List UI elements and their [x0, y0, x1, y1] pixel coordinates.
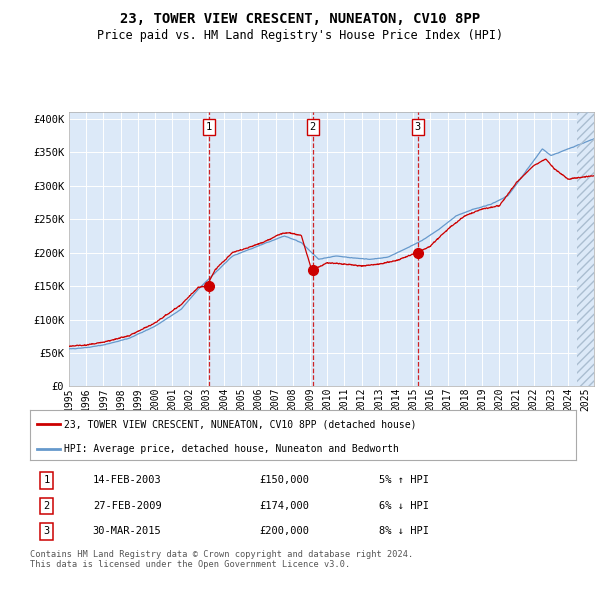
Text: 14-FEB-2003: 14-FEB-2003: [93, 476, 161, 486]
Text: 3: 3: [43, 526, 50, 536]
Text: 8% ↓ HPI: 8% ↓ HPI: [379, 526, 430, 536]
Text: Contains HM Land Registry data © Crown copyright and database right 2024.
This d: Contains HM Land Registry data © Crown c…: [30, 550, 413, 569]
Text: 2: 2: [43, 501, 50, 511]
Text: 1: 1: [206, 122, 212, 132]
Text: 23, TOWER VIEW CRESCENT, NUNEATON, CV10 8PP: 23, TOWER VIEW CRESCENT, NUNEATON, CV10 …: [120, 12, 480, 26]
Bar: [577, 112, 594, 386]
Text: 30-MAR-2015: 30-MAR-2015: [93, 526, 161, 536]
Text: 23, TOWER VIEW CRESCENT, NUNEATON, CV10 8PP (detached house): 23, TOWER VIEW CRESCENT, NUNEATON, CV10 …: [64, 419, 416, 429]
Text: 6% ↓ HPI: 6% ↓ HPI: [379, 501, 430, 511]
Text: £174,000: £174,000: [259, 501, 310, 511]
Text: 27-FEB-2009: 27-FEB-2009: [93, 501, 161, 511]
Text: Price paid vs. HM Land Registry's House Price Index (HPI): Price paid vs. HM Land Registry's House …: [97, 30, 503, 42]
Text: £200,000: £200,000: [259, 526, 310, 536]
Text: £150,000: £150,000: [259, 476, 310, 486]
Text: 5% ↑ HPI: 5% ↑ HPI: [379, 476, 430, 486]
Text: 1: 1: [43, 476, 50, 486]
Text: 2: 2: [310, 122, 316, 132]
Text: 3: 3: [415, 122, 421, 132]
Text: HPI: Average price, detached house, Nuneaton and Bedworth: HPI: Average price, detached house, Nune…: [64, 444, 399, 454]
Bar: [577, 112, 594, 386]
